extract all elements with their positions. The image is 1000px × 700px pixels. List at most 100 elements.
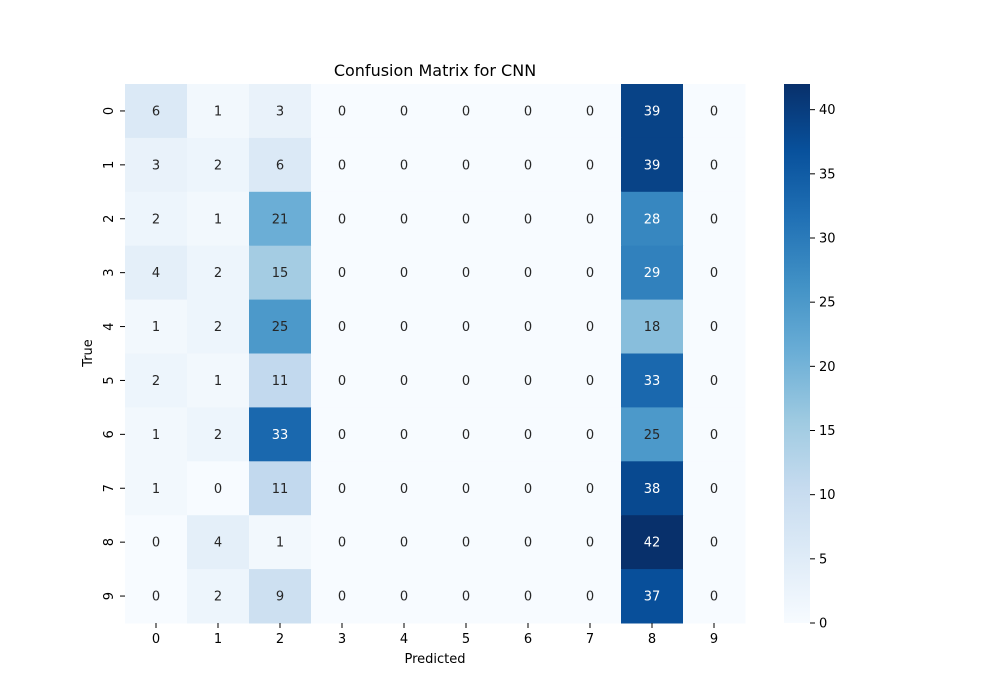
colorbar-tick-label: 20 (819, 360, 836, 375)
cell-value-label: 38 (644, 482, 661, 497)
cell-value-label: 0 (338, 536, 346, 551)
heatmap-cell-r2-c3 (311, 191, 374, 247)
cell-value-label: 0 (462, 374, 470, 389)
cell-value-label: 33 (272, 428, 289, 443)
heatmap-cell-r4-c9 (683, 299, 746, 354)
heatmap-cell-r7-c6 (497, 461, 560, 516)
cell-value-label: 0 (400, 320, 408, 335)
heatmap-cell-r9-c6 (497, 569, 560, 624)
cell-value-label: 0 (524, 212, 532, 227)
cell-value-label: 0 (462, 212, 470, 227)
heatmap-cell-r1-c5 (435, 137, 498, 193)
x-tick-label: 5 (462, 632, 470, 647)
cell-value-label: 0 (152, 536, 160, 551)
cell-value-label: 2 (214, 320, 222, 335)
heatmap-cell-r7-c9 (683, 461, 746, 516)
cell-value-label: 2 (214, 158, 222, 173)
heatmap-cell-r6-c2 (249, 407, 312, 462)
cell-value-label: 1 (214, 374, 222, 389)
heatmap-cell-r5-c8 (621, 353, 684, 408)
heatmap-cell-r7-c1 (187, 461, 250, 516)
x-tick-label: 3 (338, 632, 346, 647)
cell-value-label: 39 (644, 158, 661, 173)
cell-value-label: 2 (214, 266, 222, 281)
heatmap-cell-r5-c2 (249, 353, 312, 408)
x-tick-label: 0 (152, 632, 160, 647)
heatmap-cell-r5-c0 (125, 353, 188, 408)
heatmap-cell-r4-c0 (125, 299, 188, 354)
heatmap-cell-r3-c7 (559, 245, 622, 301)
cell-value-label: 0 (710, 590, 718, 605)
cell-value-label: 0 (338, 482, 346, 497)
cell-value-label: 42 (644, 536, 661, 551)
cell-value-label: 0 (524, 482, 532, 497)
cell-value-label: 1 (152, 320, 160, 335)
cell-value-label: 0 (214, 482, 222, 497)
cell-value-label: 0 (524, 320, 532, 335)
cell-value-label: 0 (338, 104, 346, 119)
heatmap-cell-r4-c1 (187, 299, 250, 354)
heatmap-cell-r9-c0 (125, 569, 188, 624)
heatmap-cell-r1-c4 (373, 137, 436, 193)
heatmap-cell-r5-c5 (435, 353, 498, 408)
heatmap-cell-r8-c1 (187, 515, 250, 570)
cell-value-label: 0 (400, 266, 408, 281)
heatmap-cell-r5-c3 (311, 353, 374, 408)
heatmap-cell-r6-c8 (621, 407, 684, 462)
cell-value-label: 0 (586, 104, 594, 119)
cell-value-label: 9 (276, 590, 284, 605)
heatmap-cell-r8-c0 (125, 515, 188, 570)
cell-value-label: 33 (644, 374, 661, 389)
heatmap-cell-r5-c1 (187, 353, 250, 408)
heatmap-cell-r7-c8 (621, 461, 684, 516)
y-tick-label: 1 (102, 161, 117, 169)
cell-value-label: 0 (524, 158, 532, 173)
cell-value-label: 0 (586, 536, 594, 551)
cell-value-label: 0 (462, 536, 470, 551)
cell-value-label: 0 (462, 320, 470, 335)
cell-value-label: 0 (710, 266, 718, 281)
heatmap-cell-r4-c8 (621, 299, 684, 354)
colorbar-tick-label: 40 (819, 103, 836, 118)
cell-value-label: 1 (214, 212, 222, 227)
cell-value-label: 0 (462, 266, 470, 281)
cell-value-label: 11 (272, 482, 289, 497)
cell-value-label: 0 (400, 428, 408, 443)
heatmap-cell-r3-c2 (249, 245, 312, 301)
cell-value-label: 0 (586, 590, 594, 605)
heatmap-cell-r4-c3 (311, 299, 374, 354)
y-tick-label: 4 (102, 322, 117, 330)
heatmap-cell-r1-c3 (311, 137, 374, 193)
cell-value-label: 21 (272, 212, 289, 227)
x-tick-label: 7 (586, 632, 594, 647)
heatmap-cell-r1-c9 (683, 137, 746, 193)
cell-value-label: 0 (462, 104, 470, 119)
cell-value-label: 29 (644, 266, 661, 281)
cell-value-label: 0 (524, 428, 532, 443)
cell-value-label: 0 (338, 320, 346, 335)
cell-value-label: 0 (152, 590, 160, 605)
heatmap-cell-r3-c9 (683, 245, 746, 301)
y-tick-label: 9 (102, 592, 117, 600)
heatmap-cell-r4-c5 (435, 299, 498, 354)
heatmap-cell-r0-c6 (497, 84, 560, 139)
heatmap-cell-r0-c4 (373, 84, 436, 139)
cell-value-label: 0 (400, 536, 408, 551)
cell-value-label: 15 (272, 266, 289, 281)
heatmap-cell-r0-c7 (559, 84, 622, 139)
cell-value-label: 0 (524, 266, 532, 281)
x-tick-label: 8 (648, 632, 656, 647)
heatmap-cell-r1-c7 (559, 137, 622, 193)
y-axis-label: True (81, 339, 96, 368)
heatmap-cell-r9-c1 (187, 569, 250, 624)
cell-value-label: 0 (338, 428, 346, 443)
heatmap-cell-r5-c6 (497, 353, 560, 408)
heatmap-cell-r2-c6 (497, 191, 560, 247)
chart-title: Confusion Matrix for CNN (334, 61, 536, 80)
heatmap-grid: 6 1 3 0 0 0 0 0 39 03 2 6 0 0 0 0 0 39 02 1 21 0 0 0 0 0 28 04 2 15 0 0… (125, 84, 746, 624)
heatmap-cell-r5-c4 (373, 353, 436, 408)
cell-value-label: 0 (710, 374, 718, 389)
cell-value-label: 0 (338, 374, 346, 389)
heatmap-cell-r4-c2 (249, 299, 312, 354)
heatmap-cell-r2-c2 (249, 191, 312, 247)
